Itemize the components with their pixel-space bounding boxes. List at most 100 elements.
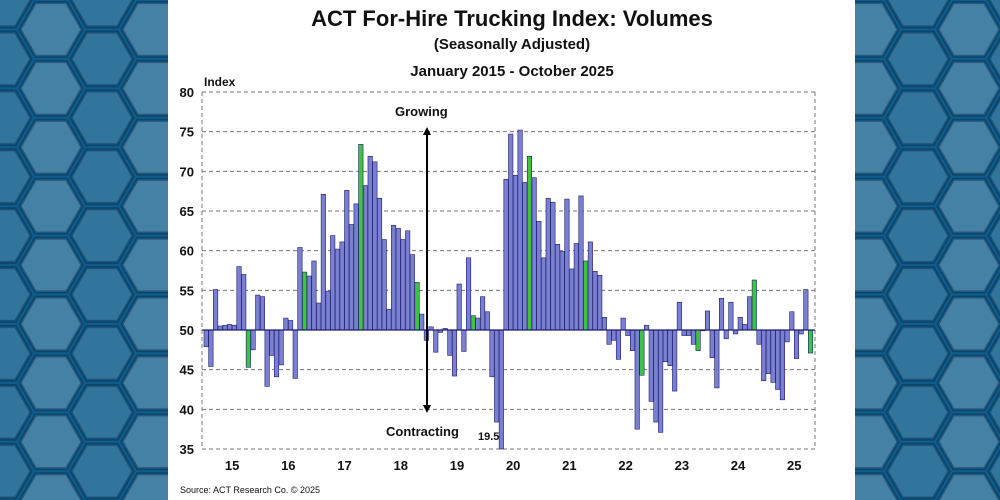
bar [297,247,303,331]
bar [770,329,776,383]
bar [625,329,631,336]
bar [569,268,575,331]
bar [489,329,495,378]
bar [288,320,294,331]
bar [690,329,696,345]
bar [583,260,589,331]
bar [372,161,378,331]
bar [227,324,233,331]
bar [306,275,312,331]
bar [241,274,247,331]
bar [447,329,453,356]
y-tick-label: 40 [180,402,194,417]
bar [405,230,411,331]
y-tick-label: 70 [180,164,194,179]
bar [784,329,790,343]
bar [414,282,420,331]
chart-date-range: January 2015 - October 2025 [410,63,614,80]
bar [597,274,603,331]
bar [362,185,369,331]
bar [550,201,556,331]
y-tick-label: 45 [180,363,194,378]
y-tick-label: 80 [180,85,194,100]
bar [512,175,518,331]
bar [573,243,579,331]
bar [334,248,340,331]
bar [480,296,486,331]
x-tick-label: 23 [675,458,689,473]
bar [723,329,729,340]
bar [377,198,383,331]
y-tick-label: 60 [180,244,194,259]
bar [250,329,256,351]
bar [367,155,373,331]
bar [231,324,237,331]
bar [775,329,781,390]
y-axis-label: Index [204,75,236,89]
bar [269,329,275,356]
bar [545,198,551,331]
bar [704,310,710,331]
bar [395,228,401,331]
bar [283,317,289,331]
bar [789,311,795,331]
chart-subtitle: (Seasonally Adjusted) [433,36,591,53]
bar [536,221,542,331]
bar [386,309,392,331]
bar [648,329,654,402]
bar [273,329,280,378]
bar [522,182,528,331]
bar [203,329,209,347]
y-tick-label: 35 [180,442,194,457]
source-note: Source: ACT Research Co. © 2025 [180,485,321,495]
bar [311,260,317,331]
bar [756,329,762,345]
bar [751,279,757,331]
bar [236,266,242,331]
bar [348,224,354,331]
bar [433,329,439,353]
x-tick-label: 21 [562,458,576,473]
bar [498,329,504,450]
bar [358,144,364,331]
bar [451,329,458,377]
bar [803,289,809,331]
bar [264,329,270,387]
x-tick-label: 15 [225,458,239,473]
bar [578,195,584,331]
bar [245,329,251,368]
bar [644,324,650,331]
bar [302,271,308,331]
bar [714,329,720,389]
bar [587,241,593,331]
bar [456,283,462,331]
bar [676,301,682,331]
bar [409,254,415,331]
bar [400,239,406,331]
bar [695,329,701,351]
bar [653,329,659,423]
bar [634,329,640,430]
bar [526,155,532,331]
bar [611,329,617,341]
bar [667,329,673,367]
bar [419,313,425,331]
bar [325,290,331,331]
bar [779,329,785,401]
bar [259,296,265,331]
bar [475,317,481,331]
bar [709,329,715,359]
bar [555,244,561,331]
bar [353,203,359,331]
bar [466,257,472,331]
bar [330,235,336,331]
bar [737,317,743,331]
bar [601,317,607,331]
bar [793,329,800,359]
bar [391,224,397,331]
bar [517,129,523,331]
bar [606,329,612,345]
bar [381,239,387,331]
bar [278,329,284,366]
bar [658,329,664,433]
